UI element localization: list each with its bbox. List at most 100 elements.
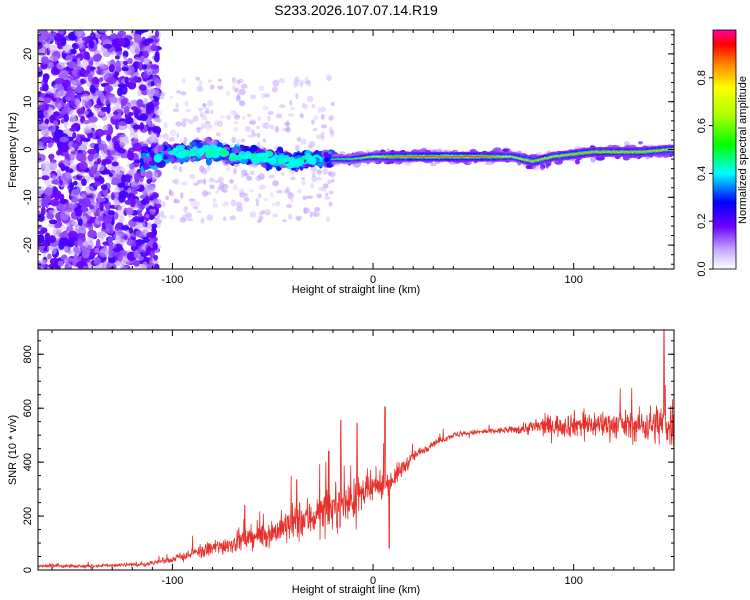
- spectrogram-cell: [117, 87, 123, 97]
- spectrogram-cell: [140, 170, 146, 177]
- spectrogram-cell: [222, 159, 230, 166]
- spectrogram-cell: [127, 57, 133, 65]
- spectrogram-cell: [117, 148, 126, 154]
- spectrogram-cell: [99, 201, 104, 212]
- spectrogram-cell: [150, 44, 158, 52]
- spectrogram-cell: [235, 201, 243, 208]
- spectrogram-cell: [323, 151, 329, 158]
- spectrogram-cell: [48, 61, 54, 69]
- spectrogram-cell: [106, 77, 117, 85]
- spectrogram-cell: [79, 161, 88, 171]
- spectrogram-cell: [73, 253, 79, 263]
- spectrogram-cell: [52, 55, 58, 62]
- spectrogram-cell: [142, 50, 149, 59]
- spectrogram-cell: [287, 113, 295, 117]
- spectrogram-cell: [161, 215, 167, 219]
- spectrogram-cell: [51, 124, 56, 133]
- spectrogram-cell: [192, 115, 199, 122]
- spectrogram-cell: [180, 91, 187, 96]
- spectrogram-cell: [95, 128, 105, 138]
- spectrogram-cell: [262, 105, 269, 111]
- spectrogram-cell: [239, 192, 247, 198]
- spectrogram-cell: [80, 193, 87, 200]
- spectrogram-cell: [199, 112, 205, 118]
- spectrogram-cell: [139, 55, 145, 63]
- spectrogram-cell: [240, 138, 246, 143]
- spectrogram-cell: [146, 231, 156, 239]
- spectrogram-cell: [142, 261, 148, 269]
- spectrogram-cell: [38, 153, 46, 162]
- spectrogram-cell: [208, 177, 216, 183]
- spectrogram-cell: [91, 95, 98, 101]
- spectrogram-cell: [285, 126, 291, 133]
- spectrogram-cell: [205, 123, 212, 131]
- spectrogram-cell: [102, 261, 111, 269]
- spectrogram-cell: [117, 112, 122, 119]
- spectrogram-cell: [150, 138, 155, 142]
- spectrogram-cell: [147, 183, 156, 191]
- spectrogram-cell: [43, 75, 49, 84]
- spectrogram-cell: [47, 253, 52, 260]
- spectrogram-cell: [188, 198, 196, 202]
- spectrogram-cell: [81, 249, 90, 259]
- spectrogram-cell: [328, 190, 334, 195]
- spectrogram-cell: [182, 213, 189, 221]
- spectrogram-cell: [40, 206, 46, 216]
- spectrogram-cell: [278, 77, 285, 84]
- spectrogram-cell: [201, 189, 209, 197]
- spectrogram-cell: [312, 128, 318, 132]
- spectrogram-cell: [134, 239, 145, 244]
- spectrogram-cell: [151, 202, 155, 207]
- spectrogram-cell: [198, 107, 204, 112]
- spectrogram-cell: [130, 180, 141, 191]
- spectrogram-cell: [75, 64, 82, 71]
- spectrogram-cell: [49, 235, 56, 244]
- spectrogram-cell: [54, 77, 65, 85]
- spectrogram-cell: [41, 175, 50, 181]
- spectrogram-cell: [295, 215, 303, 220]
- spectrogram-cell: [56, 61, 65, 70]
- spectrogram-cell: [153, 153, 163, 163]
- spectrogram-cell: [237, 88, 244, 94]
- spectrogram-cell: [263, 122, 270, 130]
- spectrogram-cell: [234, 87, 239, 93]
- spectrogram-cell: [38, 42, 43, 50]
- spectrogram-cell: [93, 181, 101, 187]
- spectrogram-cell: [72, 142, 79, 149]
- spectrogram-cell: [132, 259, 141, 267]
- spectrogram-cell: [212, 198, 217, 203]
- spectrogram-cell: [237, 78, 244, 84]
- spectrogram-cell: [295, 92, 299, 100]
- spectrogram-cell: [122, 55, 128, 61]
- spectrogram-cell: [130, 45, 140, 55]
- spectrogram-cell: [300, 113, 304, 118]
- spectrogram-cell: [301, 180, 306, 185]
- spectrogram-cell: [269, 124, 275, 130]
- spectrogram-cell: [107, 112, 113, 118]
- spectrogram-cells: [38, 30, 674, 269]
- spectrogram-cell: [76, 57, 81, 67]
- spectrogram-cell: [68, 141, 74, 149]
- spectrogram-cell: [93, 256, 101, 266]
- spectrogram-cell: [289, 99, 293, 106]
- spectrogram-cell: [44, 187, 53, 197]
- spectrogram-cell: [316, 134, 322, 140]
- spectrogram-cell: [111, 161, 119, 167]
- spectrogram-cell: [152, 242, 158, 251]
- spectrogram-cell: [188, 119, 194, 124]
- spectrogram-cell: [72, 122, 79, 129]
- spectrogram-cell: [271, 202, 276, 207]
- spectrogram-cell: [133, 159, 141, 164]
- spectrogram-cell: [125, 207, 134, 215]
- spectrogram-cell: [108, 258, 116, 264]
- spectrogram-cell: [106, 248, 115, 258]
- spectrogram-cell: [246, 113, 252, 118]
- spectrogram-cell: [246, 175, 253, 181]
- spectrogram-cell: [326, 74, 332, 82]
- spectrogram-cell: [118, 215, 125, 224]
- spectrogram-cell: [159, 95, 165, 100]
- spectrogram-cell: [258, 215, 264, 221]
- spectrogram-cell: [203, 110, 210, 114]
- spectrogram-cell: [222, 189, 228, 193]
- spectrogram-cell: [152, 125, 162, 135]
